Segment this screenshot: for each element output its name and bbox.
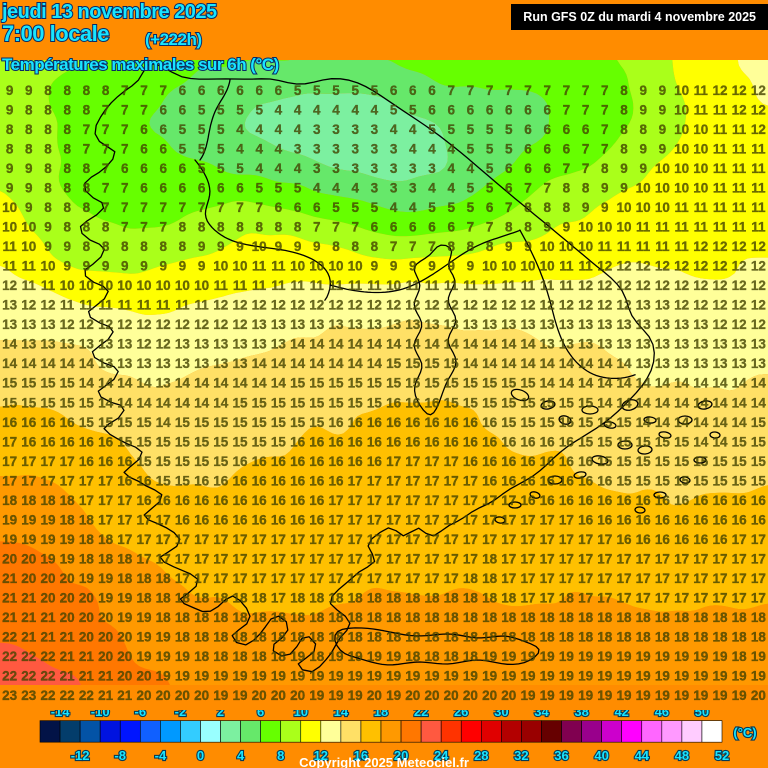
svg-text:30: 30 — [494, 710, 508, 719]
svg-text:22: 22 — [414, 710, 428, 719]
svg-text:2: 2 — [217, 710, 224, 719]
svg-text:(°C): (°C) — [733, 725, 756, 740]
svg-text:6: 6 — [257, 710, 264, 719]
svg-text:34: 34 — [534, 710, 549, 719]
svg-text:26: 26 — [454, 710, 468, 719]
svg-text:38: 38 — [574, 710, 588, 719]
svg-text:-2: -2 — [175, 710, 187, 719]
svg-text:42: 42 — [614, 710, 628, 719]
svg-text:50: 50 — [695, 710, 709, 719]
svg-text:-14: -14 — [51, 710, 71, 719]
svg-text:14: 14 — [334, 710, 349, 719]
svg-text:46: 46 — [655, 710, 669, 719]
svg-text:-10: -10 — [91, 710, 110, 719]
svg-text:18: 18 — [374, 710, 388, 719]
svg-text:10: 10 — [294, 710, 308, 719]
svg-text:-6: -6 — [135, 710, 147, 719]
